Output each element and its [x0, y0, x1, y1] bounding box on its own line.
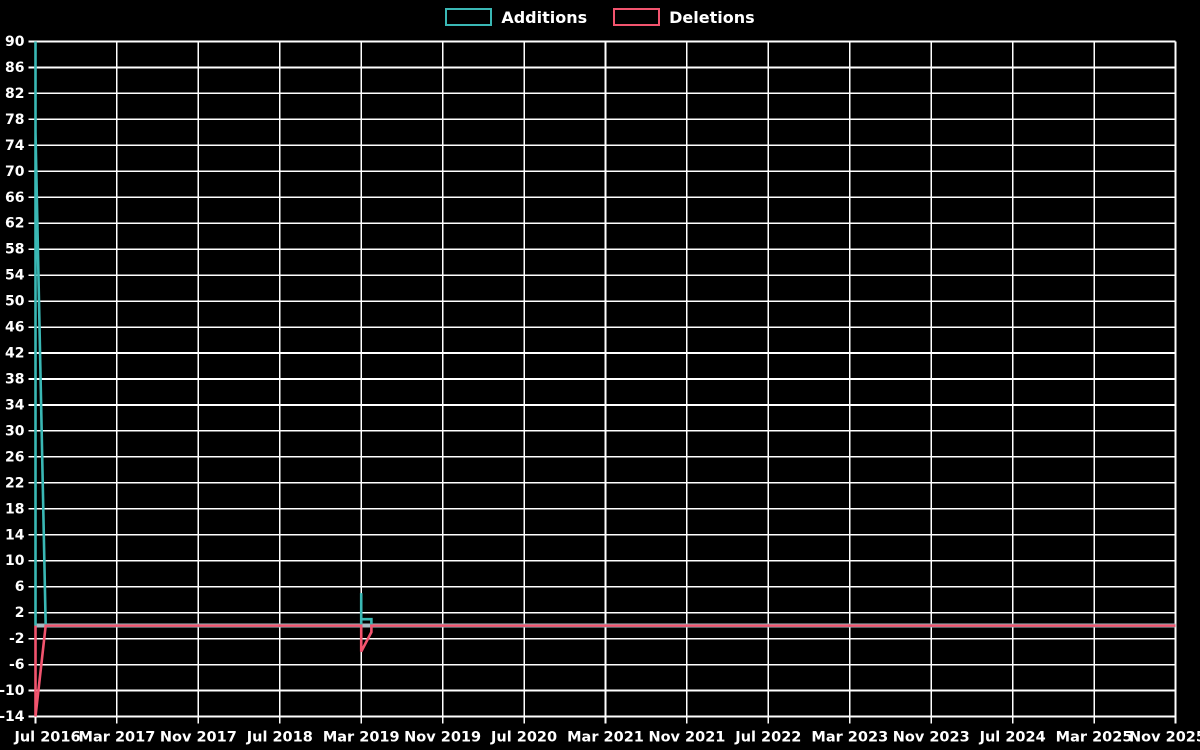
y-axis-tick-label: 74: [5, 138, 25, 154]
legend-entry-deletions[interactable]: Deletions: [613, 8, 755, 27]
y-axis-tick-label: 10: [5, 553, 25, 569]
series-line-deletions: [34, 624, 1176, 717]
y-axis-tick-label: -2: [9, 631, 25, 647]
x-axis-tick-label: Mar 2025: [1056, 730, 1133, 746]
y-axis-tick-label: 62: [5, 216, 24, 232]
x-axis-tick-label: Mar 2019: [323, 730, 400, 746]
legend-label-deletions: Deletions: [669, 7, 755, 27]
y-axis-tick-label: 86: [5, 60, 24, 76]
x-axis-tick-label: Jul 2020: [490, 730, 557, 746]
y-axis-tick-label: 54: [5, 268, 25, 284]
x-axis-tick-label: Jul 2024: [979, 730, 1046, 746]
legend-swatch-deletions: [613, 8, 661, 26]
y-axis-tick-label: -6: [9, 657, 25, 673]
data-series-group: [34, 41, 1176, 717]
y-axis-tick-label: 22: [5, 475, 24, 491]
y-axis-tick-label: 18: [5, 501, 24, 517]
y-axis-tick-label: -10: [0, 683, 25, 699]
x-axis-tick-label: Mar 2021: [567, 730, 644, 746]
y-axis-tick-label: 50: [5, 294, 25, 310]
series-line-additions: [34, 41, 1176, 627]
x-axis-tick-label: Nov 2025: [1129, 730, 1200, 746]
y-axis-tick-label: 42: [5, 346, 24, 362]
x-axis-tick-label: Jul 2016: [13, 730, 80, 746]
legend-entry-additions[interactable]: Additions: [445, 8, 587, 27]
y-axis-tick-label: 78: [5, 112, 24, 128]
y-axis-tick-label: 66: [5, 190, 24, 206]
y-axis-tick-label: 90: [5, 34, 25, 50]
y-axis-tick-label: 46: [5, 320, 24, 336]
y-axis-ticks: [28, 40, 36, 718]
y-axis-tick-label: 82: [5, 86, 24, 102]
x-axis-tick-label: Mar 2023: [811, 730, 888, 746]
y-axis-tick-label: 14: [5, 527, 25, 543]
y-axis-tick-label: 70: [5, 164, 25, 180]
x-axis-tick-label: Jul 2018: [246, 730, 313, 746]
x-axis-tick-label: Nov 2021: [648, 730, 725, 746]
legend-label-additions: Additions: [501, 7, 588, 27]
legend-swatch-additions: [445, 8, 493, 26]
chart-legend: Additions Deletions: [0, 0, 1200, 34]
x-axis-ticks: [34, 716, 1177, 724]
x-axis-tick-label: Jul 2022: [734, 730, 801, 746]
y-axis-tick-label: 26: [5, 449, 24, 465]
y-axis-tick-label: 30: [5, 423, 25, 439]
y-axis-tick-label: 2: [15, 605, 25, 621]
y-axis-tick-label: 6: [15, 579, 25, 595]
y-axis-tick-label: -14: [0, 709, 25, 725]
x-axis-tick-label: Nov 2019: [404, 730, 481, 746]
y-axis-tick-label: 38: [5, 372, 24, 388]
y-axis-labels: 9086827874706662585450464238343026221814…: [0, 34, 25, 725]
x-axis-tick-label: Nov 2023: [893, 730, 970, 746]
x-axis-tick-label: Mar 2017: [79, 730, 156, 746]
y-axis-tick-label: 58: [5, 242, 24, 258]
x-axis-tick-label: Nov 2017: [160, 730, 237, 746]
y-axis-tick-label: 34: [5, 397, 25, 413]
